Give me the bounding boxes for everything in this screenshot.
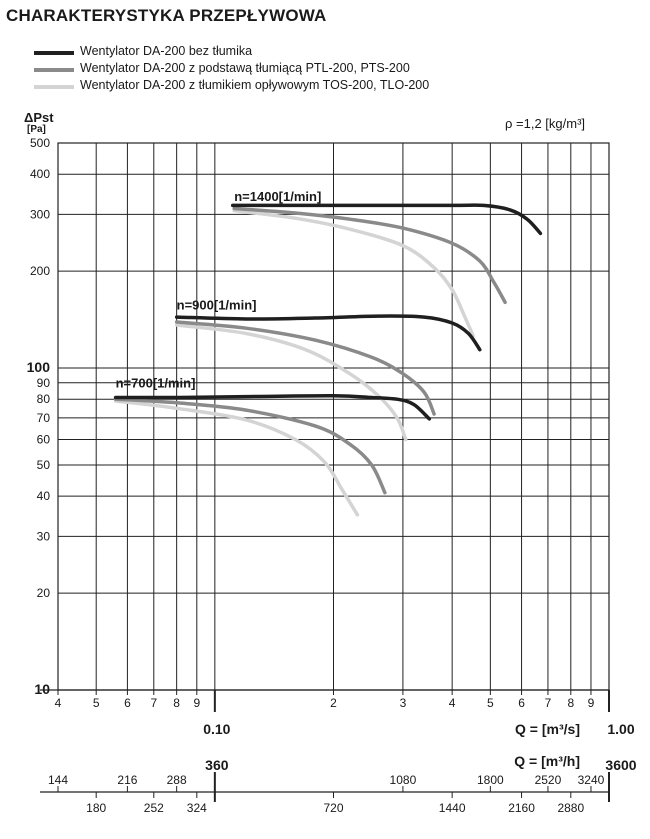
speed-label: n=700[1/min] — [116, 376, 196, 391]
x-tick-label: 7 — [150, 696, 157, 710]
y-tick-label: 70 — [37, 411, 51, 425]
x-major-tick-label: 0.10 — [203, 721, 230, 737]
x-tick-label: 8 — [567, 696, 574, 710]
x2-tick-label: 288 — [167, 773, 187, 787]
x2-tick-label: 1440 — [439, 801, 466, 815]
curve-series-3 — [174, 323, 408, 442]
chart-title: CHARAKTERYSTYKA PRZEPŁYWOWA — [6, 6, 327, 25]
y-tick-label: 90 — [37, 376, 51, 390]
x-tick-label: 6 — [518, 696, 525, 710]
x2-tick-label: 1080 — [390, 773, 417, 787]
curve-series-2 — [232, 206, 507, 305]
x2-tick-label: 2520 — [535, 773, 562, 787]
legend-swatch — [34, 85, 74, 89]
x2-tick-label: 3240 — [578, 773, 605, 787]
y-tick-label: 400 — [30, 167, 50, 181]
curve-series-2 — [174, 320, 436, 416]
density-label: ρ =1,2 [kg/m³] — [505, 116, 586, 131]
x2-tick-label: 180 — [86, 801, 106, 815]
x-tick-label: 9 — [193, 696, 200, 710]
x-tick-label: 5 — [487, 696, 494, 710]
x2-tick-label: 2880 — [557, 801, 584, 815]
y-tick-label: 10 — [34, 681, 50, 697]
x2-major-tick-label: 3600 — [605, 757, 636, 773]
x-tick-label: 9 — [588, 696, 595, 710]
curve-series-3 — [232, 208, 475, 338]
legend-label: Wentylator DA-200 z podstawą tłumiącą PT… — [80, 61, 410, 75]
y-axis-title: ΔPst — [24, 110, 54, 125]
curve-series-1 — [113, 394, 432, 421]
speed-label: n=900[1/min] — [177, 297, 257, 312]
x2-tick-label: 720 — [323, 801, 343, 815]
x2-tick-label: 252 — [144, 801, 164, 815]
y-tick-label: 200 — [30, 264, 50, 278]
x-tick-label: 3 — [400, 696, 407, 710]
y-tick-label: 60 — [37, 432, 51, 446]
curve-series-1 — [230, 203, 543, 236]
y-tick-label: 80 — [37, 392, 51, 406]
legend-label: Wentylator DA-200 z tłumikiem opływowym … — [80, 78, 430, 92]
x-tick-label: 4 — [55, 696, 62, 710]
y-axis-unit: [Pa] — [27, 124, 46, 135]
x2-tick-label: 2160 — [508, 801, 535, 815]
x2-tick-label: 216 — [117, 773, 137, 787]
x-tick-label: 2 — [330, 696, 337, 710]
x2-tick-label: 1800 — [477, 773, 504, 787]
x-major-tick-label: 1.00 — [607, 721, 634, 737]
x-tick-label: 4 — [449, 696, 456, 710]
curve-series-3 — [113, 399, 360, 517]
curve-series-2 — [113, 397, 387, 495]
legend-swatch — [34, 68, 74, 72]
y-tick-label: 300 — [30, 207, 50, 221]
x2-axis-title: Q = [m³/h] — [514, 753, 580, 769]
y-tick-label: 20 — [37, 586, 51, 600]
x2-major-tick-label: 360 — [205, 757, 229, 773]
legend-label: Wentylator DA-200 bez tłumika — [80, 44, 253, 58]
y-tick-label: 100 — [27, 359, 51, 375]
x2-tick-label: 324 — [187, 801, 207, 815]
curve-series-1 — [174, 314, 482, 352]
y-tick-label: 40 — [37, 489, 51, 503]
y-tick-label: 500 — [30, 136, 50, 150]
x-tick-label: 5 — [93, 696, 100, 710]
x2-tick-label: 144 — [48, 773, 68, 787]
x-tick-label: 7 — [545, 696, 552, 710]
y-tick-label: 30 — [37, 529, 51, 543]
x-tick-label: 8 — [173, 696, 180, 710]
legend-swatch — [34, 51, 74, 55]
x-axis-title: Q = [m³/s] — [515, 721, 580, 737]
speed-label: n=1400[1/min] — [234, 189, 321, 204]
x-tick-label: 6 — [124, 696, 131, 710]
y-tick-label: 50 — [37, 458, 51, 472]
